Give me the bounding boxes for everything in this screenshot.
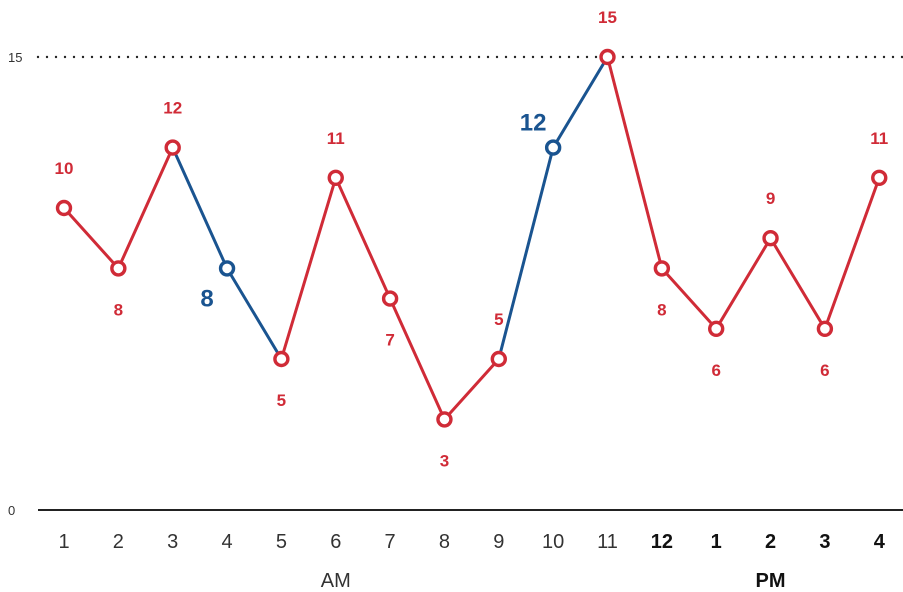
- data-label-2: 8: [114, 300, 123, 319]
- data-label-3: 12: [163, 99, 182, 118]
- data-label-9: 5: [494, 310, 503, 329]
- period-label-am: AM: [321, 570, 351, 592]
- line-segment-9: [497, 146, 555, 361]
- line-segment-5: [279, 176, 338, 361]
- x-tick-label-11: 11: [597, 531, 618, 553]
- data-point-10: [544, 139, 562, 156]
- period-label-pm: PM: [756, 570, 786, 592]
- data-label-14: 9: [766, 189, 775, 208]
- data-point-12: [653, 260, 671, 277]
- x-tick-label-13: 1: [711, 531, 722, 553]
- data-point-9: [490, 350, 507, 368]
- data-label-11: 15: [598, 8, 617, 27]
- line-segment-3: [171, 146, 229, 270]
- line-segment-4: [225, 266, 283, 361]
- data-point-5: [273, 350, 290, 368]
- data-point-4: [218, 260, 236, 277]
- x-tick-label-4: 4: [221, 531, 232, 553]
- data-label-13: 6: [711, 361, 720, 380]
- y-tick-label-0: 0: [8, 503, 15, 518]
- line-segment-10: [551, 55, 609, 150]
- line-segment-7: [388, 297, 446, 421]
- series-points: [55, 48, 888, 428]
- data-label-7: 7: [385, 331, 394, 350]
- data-label-5: 5: [277, 391, 286, 410]
- data-point-6: [327, 169, 344, 187]
- line-segment-2: [116, 146, 175, 270]
- data-label-12: 8: [657, 300, 666, 319]
- line-segment-1: [62, 206, 120, 270]
- x-tick-label-7: 7: [385, 531, 396, 553]
- data-label-8: 3: [440, 451, 449, 470]
- data-point-11: [599, 48, 616, 66]
- data-point-7: [381, 290, 399, 307]
- x-tick-label-15: 3: [819, 531, 830, 553]
- axes: 0 15: [8, 50, 903, 518]
- series-line: [62, 55, 881, 421]
- line-segment-8: [442, 357, 501, 421]
- data-label-10: 12: [520, 110, 547, 137]
- data-point-16: [871, 169, 888, 187]
- data-label-15: 6: [820, 361, 829, 380]
- x-tick-label-6: 6: [330, 531, 341, 553]
- data-label-6: 11: [327, 129, 345, 148]
- x-tick-label-14: 2: [765, 531, 776, 553]
- data-label-1: 10: [55, 159, 74, 178]
- data-point-1: [55, 199, 73, 217]
- line-segment-12: [660, 266, 718, 331]
- x-tick-label-1: 1: [58, 531, 69, 553]
- x-tick-labels: 1 2 3 4 5 6 7 8 9 10 11 12 1 2 3 4: [58, 531, 885, 553]
- data-point-15: [816, 320, 834, 337]
- x-tick-label-5: 5: [276, 531, 287, 553]
- line-segment-13: [714, 236, 773, 331]
- data-point-2: [110, 260, 127, 277]
- x-tick-label-10: 10: [542, 531, 564, 553]
- period-labels: AM PM: [321, 570, 786, 592]
- x-tick-label-16: 4: [874, 531, 886, 553]
- data-label-16: 11: [870, 129, 888, 148]
- line-segment-11: [606, 55, 664, 270]
- line-segment-14: [769, 236, 827, 331]
- x-tick-label-2: 2: [113, 531, 124, 553]
- x-tick-label-12: 12: [651, 531, 673, 553]
- x-tick-label-8: 8: [439, 531, 450, 553]
- line-segment-6: [334, 176, 392, 301]
- data-point-14: [762, 229, 779, 247]
- data-point-13: [708, 320, 725, 337]
- data-labels: 10 8 12 8 5 11 7 3 5 12 15 8 6 9 6 11: [55, 8, 889, 470]
- data-point-3: [164, 139, 181, 156]
- line-segment-15: [823, 176, 881, 331]
- data-point-8: [436, 411, 453, 428]
- x-tick-label-9: 9: [493, 531, 504, 553]
- y-tick-label-15: 15: [8, 50, 22, 65]
- data-label-4: 8: [200, 285, 213, 312]
- x-tick-label-3: 3: [167, 531, 178, 553]
